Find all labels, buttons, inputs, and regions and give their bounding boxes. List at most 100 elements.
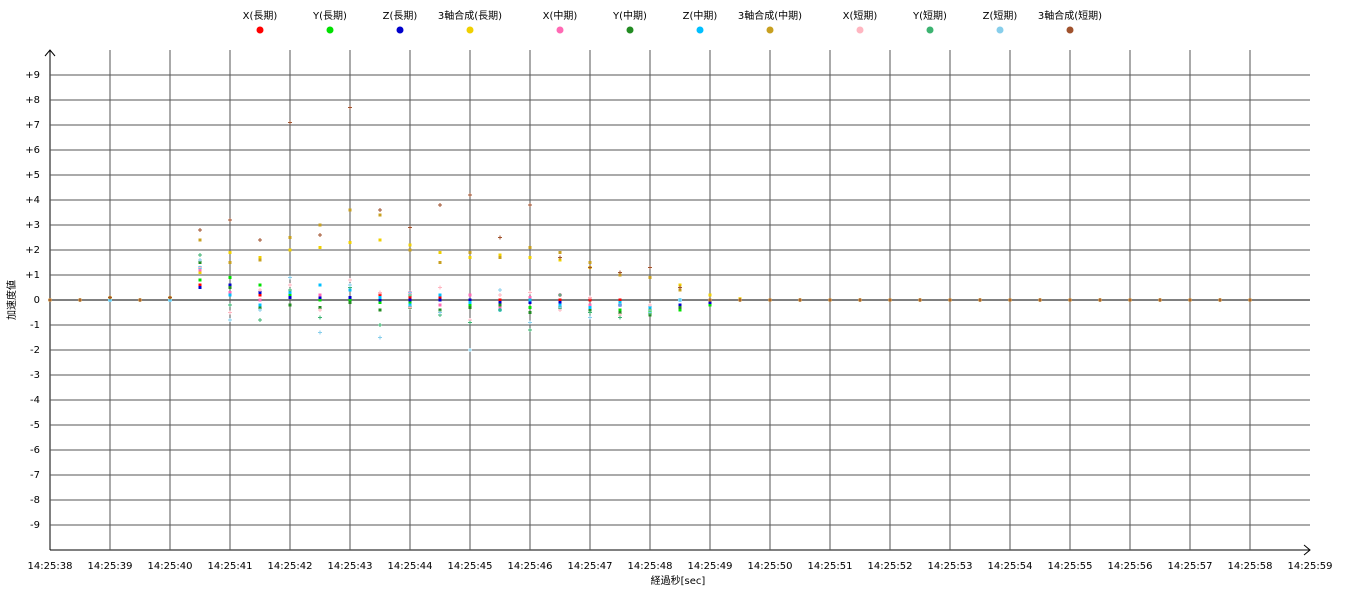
- point: [558, 255, 562, 260]
- x-tick-label: 14:25:55: [1048, 561, 1093, 572]
- point: [138, 298, 142, 302]
- point: [198, 238, 202, 242]
- point: [1188, 298, 1192, 302]
- point: [378, 238, 382, 242]
- point: [708, 303, 712, 307]
- point: [498, 306, 502, 309]
- y-tick-label: +8: [25, 95, 40, 106]
- point: [438, 296, 442, 299]
- y-tick-label: +9: [25, 70, 40, 81]
- point: [678, 285, 682, 290]
- point: [558, 298, 562, 302]
- legend-marker: [996, 26, 1004, 34]
- point: [528, 256, 532, 259]
- point: [228, 318, 232, 322]
- y-tick-label: -5: [30, 420, 40, 431]
- point: [828, 298, 832, 302]
- point: [198, 253, 202, 257]
- x-tick-label: 14:25:47: [568, 561, 613, 572]
- legend-marker: [696, 26, 704, 34]
- point: [438, 285, 442, 290]
- point: [498, 235, 502, 240]
- legend-label: X(短期): [843, 9, 878, 22]
- point: [618, 273, 622, 277]
- point: [528, 306, 532, 309]
- point: [648, 276, 652, 279]
- point: [288, 283, 292, 287]
- point: [318, 293, 322, 297]
- point: [618, 315, 622, 320]
- point: [618, 311, 622, 314]
- point: [198, 283, 202, 287]
- x-arrow: [1303, 544, 1311, 556]
- x-tick-label: 14:25:54: [988, 561, 1033, 572]
- point: [618, 270, 622, 275]
- point: [588, 308, 592, 312]
- point: [648, 265, 652, 270]
- legend-marker: [856, 26, 864, 34]
- point: [468, 301, 472, 304]
- x-tick-label: 14:25:39: [88, 561, 133, 572]
- point: [348, 283, 352, 287]
- point: [408, 243, 412, 247]
- point: [288, 293, 292, 297]
- point: [1158, 298, 1162, 302]
- y-tick-label: +1: [25, 270, 40, 281]
- legend-label: 3軸合成(長期): [438, 9, 502, 22]
- point: [198, 278, 202, 282]
- point: [198, 258, 202, 262]
- point: [198, 268, 202, 272]
- point: [78, 298, 82, 302]
- point: [318, 283, 322, 287]
- x-axis-label: 経過秒[sec]: [651, 574, 706, 587]
- point: [438, 251, 442, 254]
- point: [348, 298, 352, 302]
- legend-marker: [326, 26, 334, 34]
- y-tick-label: -4: [30, 395, 40, 406]
- point: [108, 295, 112, 300]
- y-arrow: [44, 49, 56, 57]
- point: [708, 293, 712, 297]
- point: [348, 208, 352, 212]
- point: [1128, 298, 1132, 302]
- point: [288, 291, 292, 294]
- legend-marker: [256, 26, 264, 34]
- point: [348, 105, 352, 110]
- point: [528, 290, 532, 295]
- legend-label: X(中期): [543, 9, 578, 22]
- legend-label: X(長期): [243, 10, 278, 22]
- point: [468, 298, 472, 302]
- point: [528, 328, 532, 332]
- y-tick-label: +4: [25, 195, 40, 206]
- point: [498, 298, 502, 302]
- point: [378, 335, 382, 340]
- point: [228, 291, 232, 294]
- point: [258, 258, 262, 262]
- point: [468, 303, 472, 307]
- point: [318, 315, 322, 320]
- point: [738, 298, 742, 302]
- point: [408, 296, 412, 299]
- point: [408, 248, 412, 252]
- point: [318, 246, 322, 249]
- point: [1098, 298, 1102, 302]
- point: [528, 298, 532, 302]
- point: [258, 288, 262, 292]
- point: [378, 290, 382, 295]
- point: [228, 303, 232, 307]
- point: [588, 306, 592, 309]
- point: [228, 286, 232, 289]
- point: [558, 303, 562, 307]
- point: [438, 310, 442, 315]
- x-tick-label: 14:25:46: [508, 561, 553, 572]
- x-tick-label: 14:25:45: [448, 561, 493, 572]
- point: [618, 308, 622, 312]
- x-tick-label: 14:25:49: [688, 561, 733, 572]
- point: [648, 303, 652, 307]
- point: [528, 203, 532, 207]
- point: [258, 256, 262, 259]
- point: [318, 298, 322, 302]
- point: [528, 296, 532, 299]
- point: [318, 308, 322, 312]
